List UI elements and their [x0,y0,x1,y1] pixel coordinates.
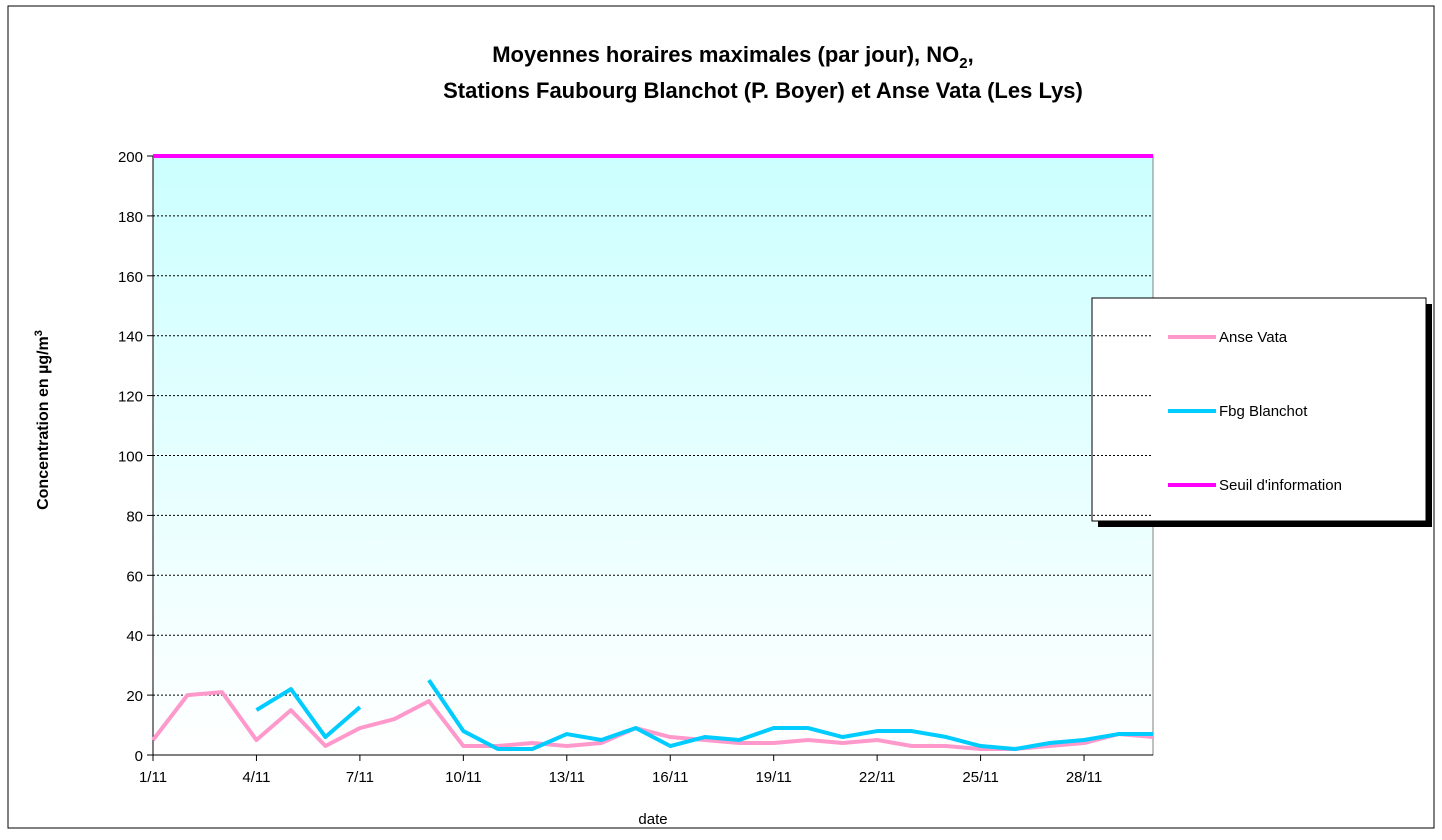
x-tick-label: 13/11 [549,769,585,786]
x-tick-label: 4/11 [242,769,270,786]
x-tick-label: 28/11 [1066,769,1102,786]
title-text: Moyennes horaires maximales (par jour), … [492,42,959,67]
y-tick-label: 40 [126,628,143,645]
legend-label: Seuil d'information [1219,477,1342,494]
y-label-text: Concentration en µg/m [35,336,52,510]
y-tick-label: 120 [118,389,143,406]
x-tick-label: 22/11 [859,769,895,786]
x-tick-label: 19/11 [755,769,791,786]
y-tick-label: 80 [126,508,143,525]
y-tick-label: 140 [118,329,143,346]
title-text: , [968,42,974,67]
legend-label: Fbg Blanchot [1219,403,1308,420]
y-tick-label: 160 [118,269,143,286]
legend-label: Anse Vata [1219,329,1288,346]
x-tick-label: 10/11 [445,769,481,786]
title-subscript: 2 [959,55,967,72]
y-tick-label: 60 [126,568,143,585]
y-axis-label: Concentration en µg/m3 [33,330,52,510]
y-tick-label: 180 [118,209,143,226]
x-tick-label: 7/11 [346,769,374,786]
y-tick-label: 0 [135,748,143,765]
series-line [151,690,1154,752]
y-label-superscript: 3 [33,330,45,336]
y-tick-label: 200 [118,149,143,166]
x-tick-label: 16/11 [652,769,688,786]
x-tick-label: 25/11 [962,769,998,786]
legend [1091,297,1427,522]
x-tick-label: 1/11 [139,769,167,786]
y-tick-label: 20 [126,688,143,705]
series-line [255,679,1153,752]
chart-title: Moyennes horaires maximales (par jour), … [492,42,974,72]
y-tick-label: 100 [118,449,143,466]
chart-title: Stations Faubourg Blanchot (P. Boyer) et… [443,78,1083,103]
x-axis-label: date [638,811,667,828]
